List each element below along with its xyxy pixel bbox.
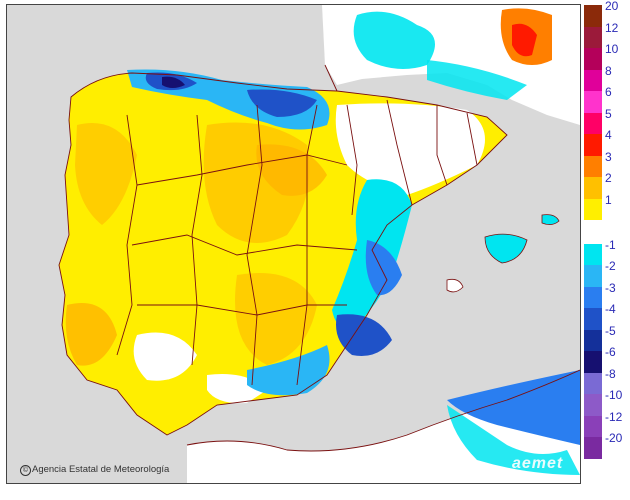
legend-swatch [584, 112, 602, 134]
cold-valencia-core [365, 240, 402, 296]
balearic-mallorca [484, 233, 528, 264]
balearic-menorca [541, 214, 560, 225]
legend-swatch [584, 91, 602, 113]
legend-swatch [584, 134, 602, 156]
legend-label: 4 [605, 128, 612, 142]
legend-swatch [584, 243, 602, 266]
white-patch-northeast [335, 103, 485, 195]
legend-label: -12 [605, 409, 623, 424]
legend-label: -1 [605, 237, 616, 252]
orange-patch-west [75, 123, 137, 225]
region-borders [58, 64, 580, 452]
legend-swatch [584, 69, 602, 91]
legend-swatch [584, 198, 602, 220]
cold-darkest-north [162, 76, 185, 88]
france-cold-strip [427, 60, 527, 100]
legend-label: -10 [605, 388, 623, 403]
legend-label: 5 [605, 106, 612, 121]
legend-swatch [584, 329, 602, 352]
africa-cold-patch [447, 370, 580, 445]
legend-label: -8 [605, 366, 616, 381]
france-cold-patch [353, 11, 435, 70]
legend-label: 10 [605, 42, 619, 56]
legend-swatch [584, 415, 602, 438]
legend-label: -6 [605, 345, 616, 360]
cold-southeast-strip [247, 345, 330, 396]
legend-label: -4 [605, 302, 616, 317]
legend-swatch [584, 394, 602, 416]
legend-swatch [584, 437, 602, 459]
legend-swatch [584, 372, 602, 395]
legend-label: 12 [605, 20, 619, 35]
legend-swatch [584, 177, 602, 199]
white-patch-southwest [133, 332, 197, 381]
orange-patch-northcentral [256, 144, 327, 196]
legend-label: 2 [605, 171, 612, 185]
orange-patch-southwest [65, 303, 117, 366]
credit-text: Agencia Estatal de Meteorología [32, 464, 170, 475]
legend-swatch [584, 265, 602, 287]
legend-swatch [584, 26, 602, 48]
legend-swatch [584, 5, 602, 27]
color-legend: 20 12 10 8 6 5 4 3 2 1 -1 -2 -3 -4 -5 -6 -8 -10 -12 -20 [582, 0, 630, 479]
legend-label: 20 [605, 0, 619, 13]
legend-swatch [584, 351, 602, 373]
copyright-icon: © [20, 465, 31, 476]
cold-cantabria-core [247, 89, 317, 117]
cold-murcia-core [336, 314, 392, 356]
balearic-ibiza [446, 278, 464, 293]
aemet-logo-text: aemet [512, 455, 564, 472]
legend-swatch [584, 48, 602, 70]
legend-label: -20 [605, 431, 623, 446]
legend-label: 8 [605, 63, 612, 78]
africa-cyan-patch [447, 405, 580, 475]
legend-label: -2 [605, 259, 616, 274]
legend-label: 3 [605, 149, 612, 164]
legend-label: 1 [605, 192, 612, 207]
legend-swatch [584, 308, 602, 330]
legend-swatch-neutral [584, 220, 602, 244]
northeast-hot-core [512, 23, 537, 57]
anomaly-map [6, 4, 581, 484]
legend-label: -3 [605, 280, 616, 295]
legend-swatch [584, 155, 602, 177]
legend-swatch [584, 286, 602, 309]
legend-label: 6 [605, 85, 612, 99]
legend-label: -5 [605, 323, 616, 338]
